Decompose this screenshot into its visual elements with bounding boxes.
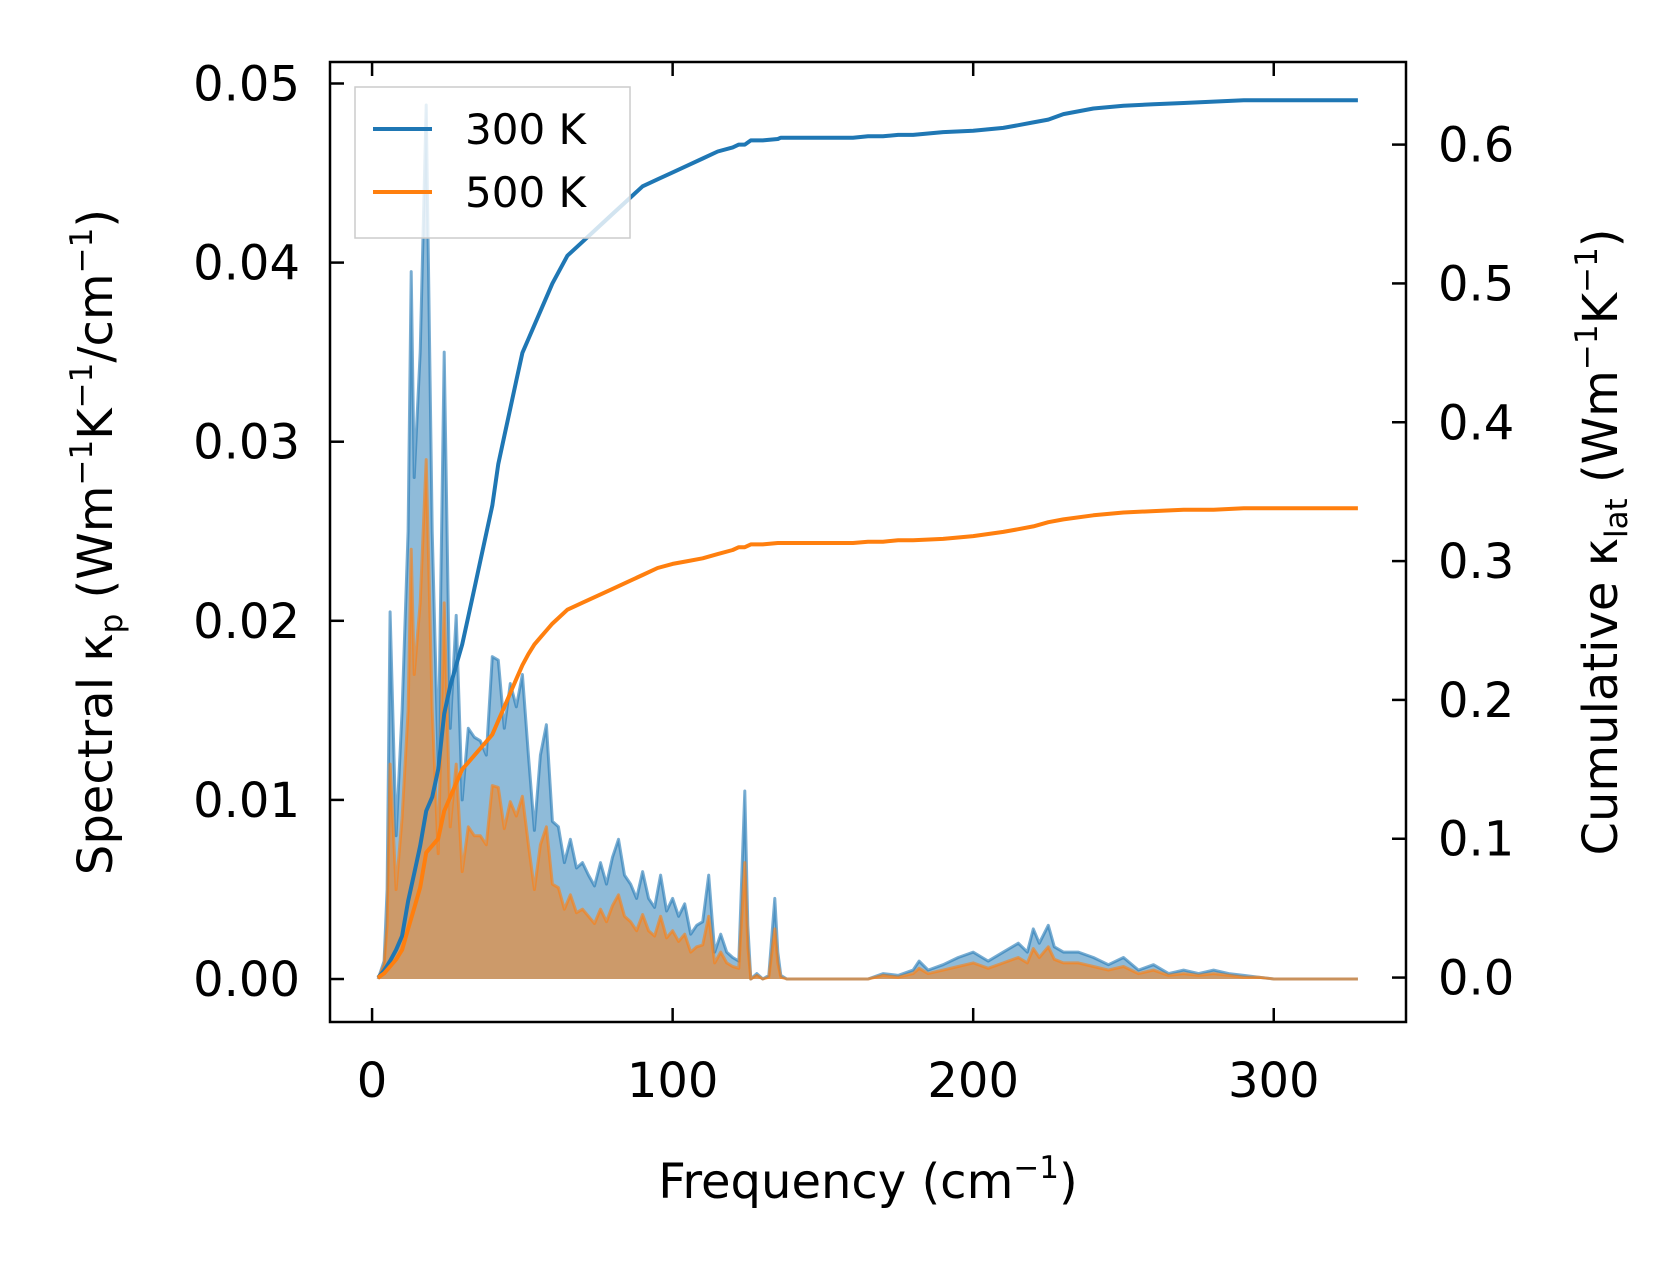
y-tick-label-right: 0.1 bbox=[1438, 812, 1514, 868]
y-tick-label-right: 0.2 bbox=[1438, 673, 1514, 729]
spectral-area-500k bbox=[378, 459, 1358, 980]
y-tick-label-right: 0.3 bbox=[1438, 534, 1514, 590]
x-tick-label: 300 bbox=[1228, 1053, 1320, 1109]
legend-label-500k: 500 K bbox=[465, 168, 588, 217]
cumulative-line-300k bbox=[376, 98, 1358, 979]
legend-label-300k: 300 K bbox=[465, 105, 588, 154]
y-tick-label-left: 0.03 bbox=[193, 415, 300, 471]
x-tick-label: 100 bbox=[627, 1053, 719, 1109]
legend-box bbox=[354, 86, 631, 239]
x-tick-label: 200 bbox=[927, 1053, 1019, 1109]
y-tick-label-left: 0.05 bbox=[193, 56, 300, 112]
spectral-line-500k bbox=[376, 458, 1358, 981]
y-tick-label-right: 0.6 bbox=[1438, 118, 1514, 174]
y-tick-label-right: 0.0 bbox=[1438, 951, 1514, 1007]
x-axis-label: Frequency (cm−1) bbox=[658, 1150, 1078, 1210]
plot-frame bbox=[328, 60, 1408, 1024]
spectral-line-300k bbox=[376, 103, 1358, 981]
y-tick-label-left: 0.04 bbox=[193, 236, 300, 292]
y-axis-label-right: Cumulative κlat (Wm−1K−1) bbox=[1569, 228, 1635, 855]
y-tick-label-left: 0.02 bbox=[193, 594, 300, 650]
y-tick-label-left: 0.01 bbox=[193, 773, 300, 829]
y-tick-label-right: 0.5 bbox=[1438, 256, 1514, 312]
legend: 300 K 500 K bbox=[354, 86, 631, 239]
spectral-layer bbox=[376, 103, 1358, 981]
cumulative-line-500k bbox=[376, 506, 1358, 980]
ticks-layer: 0 100 200 300 0.00 0.01 0.02 0.03 0.04 0.05 0.0 0.1… bbox=[193, 56, 1514, 1109]
x-tick-label: 0 bbox=[357, 1053, 388, 1109]
y-axis-label-left: Spectral κp (Wm−1K−1/cm−1) bbox=[64, 209, 130, 875]
cumulative-layer bbox=[376, 98, 1358, 980]
y-tick-label-left: 0.00 bbox=[193, 952, 300, 1008]
y-tick-label-right: 0.4 bbox=[1438, 395, 1514, 451]
